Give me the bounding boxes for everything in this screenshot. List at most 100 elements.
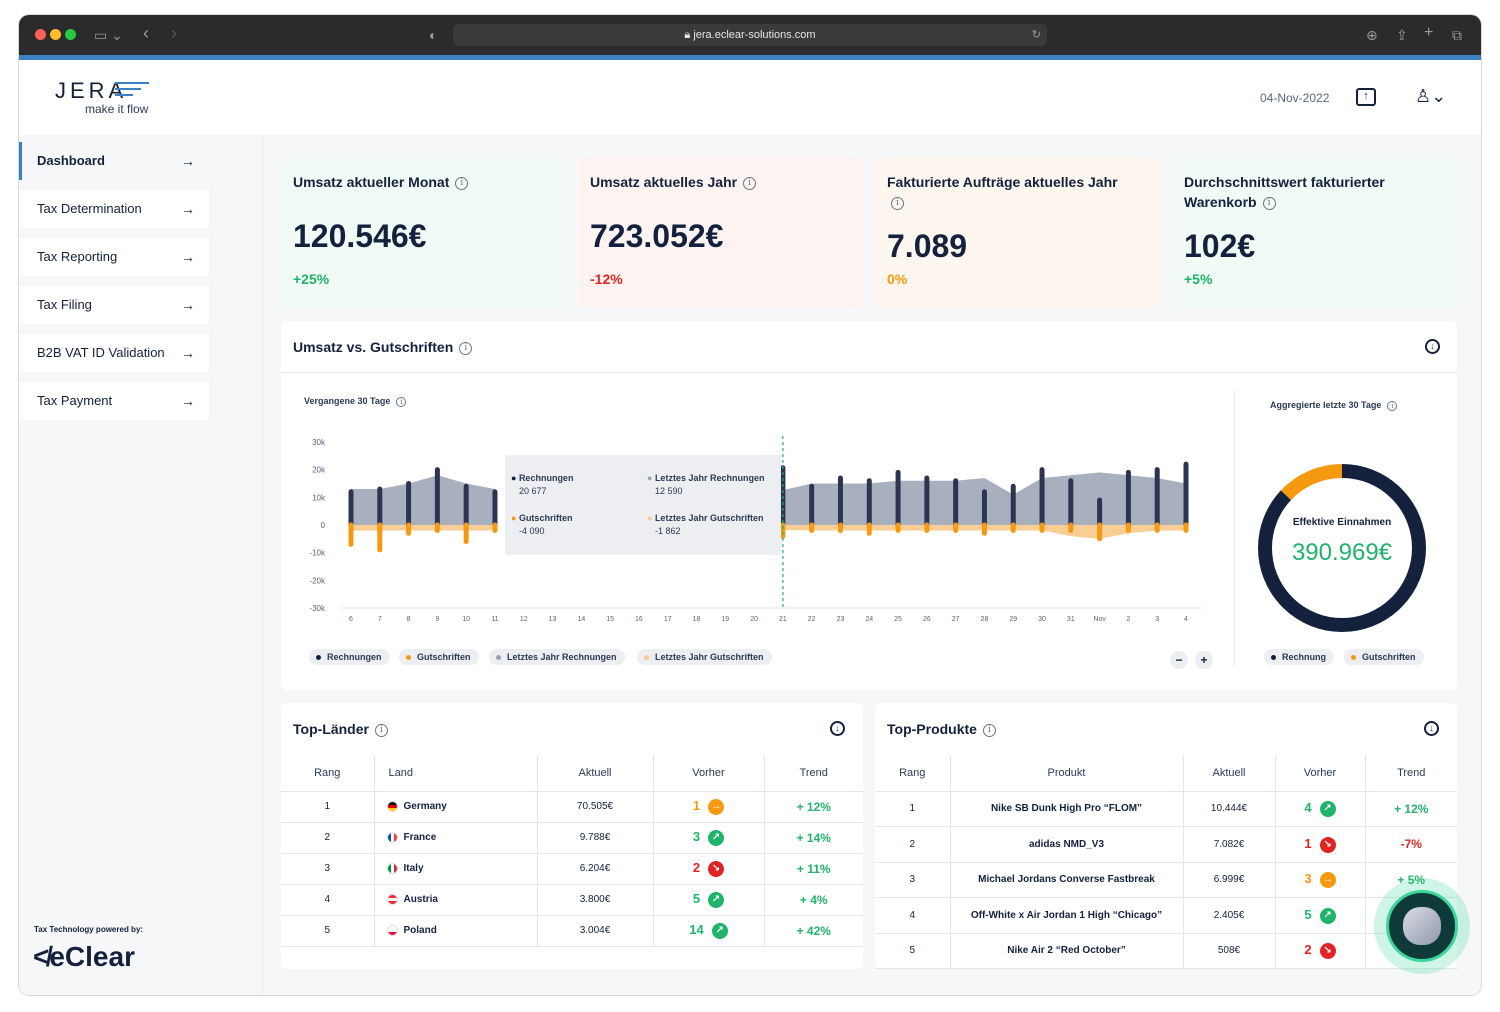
lock-icon: 🔒︎ bbox=[684, 29, 694, 41]
sidebar-item-tax-payment[interactable]: Tax Payment → bbox=[19, 382, 209, 420]
column-header[interactable]: Aktuell bbox=[1183, 755, 1276, 792]
info-icon[interactable]: i bbox=[1262, 196, 1276, 210]
info-icon[interactable]: i bbox=[743, 176, 757, 190]
column-header[interactable]: Trend bbox=[764, 755, 863, 792]
info-icon[interactable]: i bbox=[982, 723, 996, 737]
table-header-row: Rang Produkt Aktuell Vorher Trend bbox=[875, 755, 1457, 792]
x-tick-label: 27 bbox=[952, 616, 960, 623]
previous-rank: 2 ↘ bbox=[653, 853, 765, 885]
sidebar-item-tax-reporting[interactable]: Tax Reporting → bbox=[19, 238, 209, 276]
x-tick-label: 12 bbox=[520, 616, 528, 623]
x-tick-label: 16 bbox=[635, 616, 643, 623]
table-row[interactable]: 3 Italy 6.204€ 2 ↘ + 11% bbox=[281, 853, 863, 885]
user-menu-icon[interactable]: ♙⌄ bbox=[1415, 86, 1447, 106]
sidebar-item-dashboard[interactable]: Dashboard → bbox=[19, 142, 209, 180]
previous-rank: 1 → bbox=[653, 791, 765, 823]
info-icon[interactable]: i bbox=[455, 176, 469, 190]
table-row[interactable]: 1 Germany 70.505€ 1 → + 12% bbox=[281, 791, 863, 823]
column-header[interactable]: Land bbox=[374, 755, 538, 792]
table-row[interactable]: 2 France 9.788€ 3 ↗ + 14% bbox=[281, 822, 863, 854]
forward-icon[interactable]: › bbox=[171, 23, 177, 43]
legend-gutschriften[interactable]: Gutschriften bbox=[399, 649, 479, 665]
previous-rank-value: 5 bbox=[692, 890, 701, 906]
reload-icon[interactable]: ↻ bbox=[1031, 29, 1041, 41]
previous-rank-value: 2 bbox=[692, 859, 701, 875]
info-icon[interactable]: i bbox=[1387, 400, 1398, 411]
upload-icon[interactable]: ↑ bbox=[1356, 88, 1376, 106]
current-date: 04-Nov-2022 bbox=[1260, 91, 1330, 105]
info-icon[interactable]: i bbox=[374, 723, 388, 737]
zoom-out-button[interactable]: − bbox=[1170, 651, 1188, 669]
x-tick-label: 14 bbox=[577, 616, 585, 623]
column-header[interactable]: Trend bbox=[1365, 755, 1457, 792]
logo-tagline: make it flow bbox=[85, 102, 149, 116]
download-icon[interactable]: ↓ bbox=[1425, 339, 1440, 354]
powered-by-label: Tax Technology powered by: bbox=[34, 925, 144, 934]
tooltip-ly-gutschriften-value: -1 862 bbox=[655, 526, 681, 536]
legend-gutschriften[interactable]: Gutschriften bbox=[1344, 649, 1424, 665]
table-row[interactable]: 5 Nike Air 2 “Red October” 508€ 2 ↘ bbox=[875, 933, 1457, 969]
tabs-overview-icon[interactable]: ⧉ bbox=[1452, 27, 1462, 43]
previous-rank-value: 1 bbox=[692, 797, 701, 813]
back-icon[interactable]: ‹ bbox=[143, 23, 149, 43]
sidebar-toggle-icon[interactable]: ▭ ⌄ bbox=[94, 27, 123, 43]
donut-chart[interactable] bbox=[1257, 463, 1427, 633]
column-header[interactable]: Vorher bbox=[1275, 755, 1366, 792]
download-icon[interactable]: ↓ bbox=[830, 721, 845, 736]
tooltip-rechnungen: ● Rechnungen bbox=[511, 473, 574, 483]
table-row[interactable]: 1 Nike SB Dunk High Pro “FLOM” 10.444€ 4 ↗ + … bbox=[875, 791, 1457, 827]
table-row[interactable]: 4 Off-White x Air Jordan 1 High “Chicago”… bbox=[875, 897, 1457, 934]
previous-rank: 3 → bbox=[1275, 862, 1366, 898]
sidebar-item-vat-validation[interactable]: B2B VAT ID Validation → bbox=[19, 334, 209, 372]
close-window-button[interactable] bbox=[35, 29, 46, 40]
previous-rank: 2 ↘ bbox=[1275, 933, 1366, 969]
trend-value: + 12% bbox=[1365, 791, 1457, 827]
section-title: Top-Länder i bbox=[293, 721, 388, 737]
info-icon[interactable]: i bbox=[891, 196, 904, 210]
donut-slice[interactable] bbox=[1258, 464, 1426, 632]
download-icon[interactable]: ↓ bbox=[1424, 721, 1439, 736]
y-tick-label: 0 bbox=[321, 521, 326, 530]
table-row[interactable]: 5 Poland 3.004€ 14 ↗ + 42% bbox=[281, 915, 863, 947]
country-name: Poland bbox=[403, 925, 437, 937]
table-row[interactable]: 4 Austria 3.800€ 5 ↗ + 4% bbox=[281, 884, 863, 916]
shield-icon[interactable]: ◐ bbox=[429, 27, 438, 43]
country-name: Austria bbox=[403, 894, 438, 906]
current-value: 7.082€ bbox=[1183, 826, 1276, 863]
zoom-in-button[interactable]: + bbox=[1195, 651, 1213, 669]
minimize-window-button[interactable] bbox=[50, 29, 61, 40]
series-area-last-year-invoices bbox=[351, 472, 1186, 525]
sidebar: Dashboard → Tax Determination → Tax Report… bbox=[19, 135, 263, 995]
column-header[interactable]: Produkt bbox=[950, 755, 1184, 792]
column-header[interactable]: Aktuell bbox=[537, 755, 654, 792]
share-icon[interactable]: ⇪ bbox=[1396, 27, 1408, 43]
legend-rechnung[interactable]: Rechnung bbox=[1264, 649, 1334, 665]
column-header[interactable]: Rang bbox=[281, 755, 375, 792]
sidebar-item-tax-filing[interactable]: Tax Filing → bbox=[19, 286, 209, 324]
legend-rechnungen[interactable]: Rechnungen bbox=[309, 649, 390, 665]
legend-ly-gutschriften[interactable]: Letztes Jahr Gutschriften bbox=[637, 649, 772, 665]
info-icon[interactable]: i bbox=[459, 341, 473, 355]
column-header[interactable]: Vorher bbox=[653, 755, 765, 792]
download-icon[interactable]: ⊕ bbox=[1366, 27, 1378, 43]
x-tick-label: Nov bbox=[1093, 616, 1106, 623]
kpi-change: +5% bbox=[1184, 271, 1213, 287]
column-header[interactable]: Rang bbox=[875, 755, 951, 792]
x-tick-label: 17 bbox=[664, 616, 672, 623]
table-row[interactable]: 3 Michael Jordans Converse Fastbreak 6.999… bbox=[875, 862, 1457, 898]
info-icon[interactable]: i bbox=[396, 396, 407, 407]
address-bar[interactable]: 🔒︎ jera.eclear-solutions.com ↻ bbox=[453, 24, 1047, 46]
maximize-window-button[interactable] bbox=[65, 29, 76, 40]
sidebar-item-tax-determination[interactable]: Tax Determination → bbox=[19, 190, 209, 228]
table-row[interactable]: 2 adidas NMD_V3 7.082€ 1 ↘ -7% bbox=[875, 826, 1457, 863]
chat-assistant-button[interactable] bbox=[1386, 890, 1458, 962]
revenue-bar-chart[interactable]: 30k 20k 10k 0 -10k -20k -30k 6 7 8 9 10 11 12 13 14 15 16… bbox=[281, 321, 1231, 690]
trend-arrow-icon: ↗ bbox=[708, 892, 725, 909]
top-products-card: Top-Produkte i ↓ Rang Produkt Aktuell Vor… bbox=[875, 703, 1457, 969]
logo-text[interactable]: JERA bbox=[55, 78, 128, 103]
legend-ly-rechnungen[interactable]: Letztes Jahr Rechnungen bbox=[489, 649, 625, 665]
new-tab-icon[interactable]: + bbox=[1424, 24, 1434, 41]
sidebar-item-label: Tax Determination bbox=[37, 201, 142, 216]
rank-cell: 5 bbox=[875, 933, 951, 969]
tooltip-gutschriften-value: -4 090 bbox=[519, 526, 545, 536]
